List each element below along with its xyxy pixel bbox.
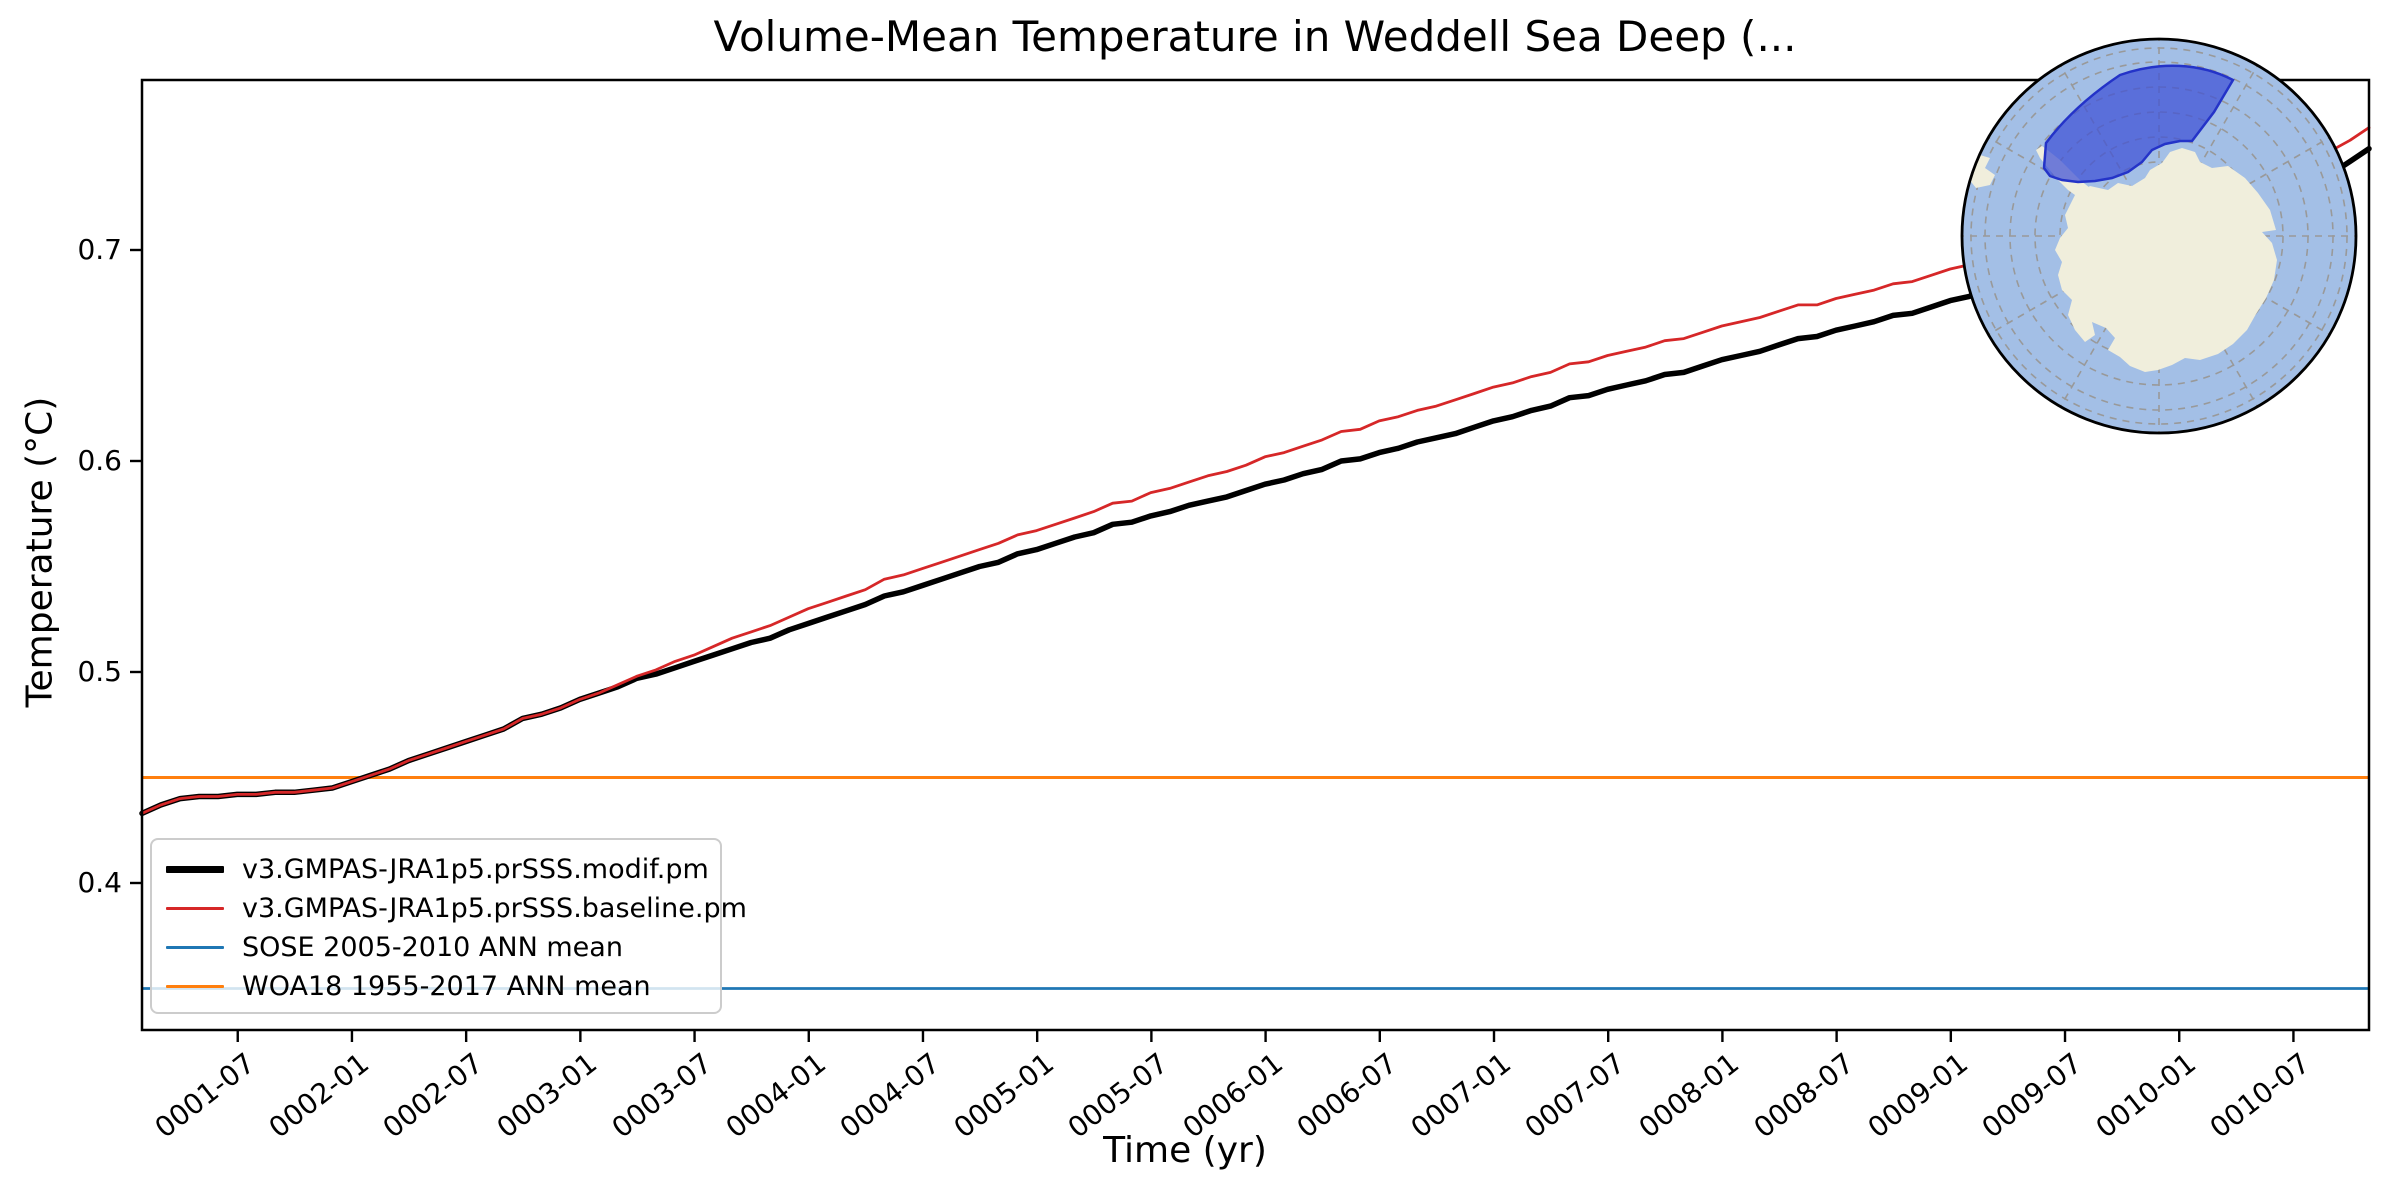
legend-label: v3.GMPAS-JRA1p5.prSSS.modif.pm (242, 854, 709, 885)
y-tick-label: 0.4 (77, 866, 122, 899)
legend-row: v3.GMPAS-JRA1p5.prSSS.modif.pm (166, 850, 709, 889)
tick-marks (130, 248, 2295, 1042)
y-tick-label: 0.7 (77, 233, 122, 266)
legend-label: SOSE 2005-2010 ANN mean (242, 932, 623, 963)
weddell-region-polygon (2042, 64, 2235, 184)
y-tick-label: 0.6 (77, 444, 122, 477)
antarctica-inset-map (1960, 37, 2358, 435)
x-axis-label: Time (yr) (1103, 1130, 1267, 1171)
inset-border (1960, 37, 2358, 435)
legend-label: WOA18 1955-2017 ANN mean (242, 971, 651, 1002)
antarctica-landmass (2055, 148, 2277, 372)
legend-line-sample (166, 985, 224, 988)
axes-spines (140, 78, 2371, 1032)
legend: v3.GMPAS-JRA1p5.prSSS.modif.pm v3.GMPAS-J… (150, 838, 747, 1014)
legend-row: v3.GMPAS-JRA1p5.prSSS.baseline.pm (166, 889, 747, 928)
legend-line-sample (166, 946, 224, 949)
small-island (2109, 212, 2115, 218)
small-island (2120, 200, 2128, 208)
legend-row: WOA18 1955-2017 ANN mean (166, 967, 706, 1006)
legend-line-sample (166, 865, 224, 874)
y-tick-label: 0.5 (77, 655, 122, 688)
chart-title: Volume-Mean Temperature in Weddell Sea D… (713, 12, 1797, 61)
legend-label: v3.GMPAS-JRA1p5.prSSS.baseline.pm (242, 893, 747, 924)
legend-line-sample (166, 907, 224, 910)
legend-row: SOSE 2005-2010 ANN mean (166, 928, 706, 967)
